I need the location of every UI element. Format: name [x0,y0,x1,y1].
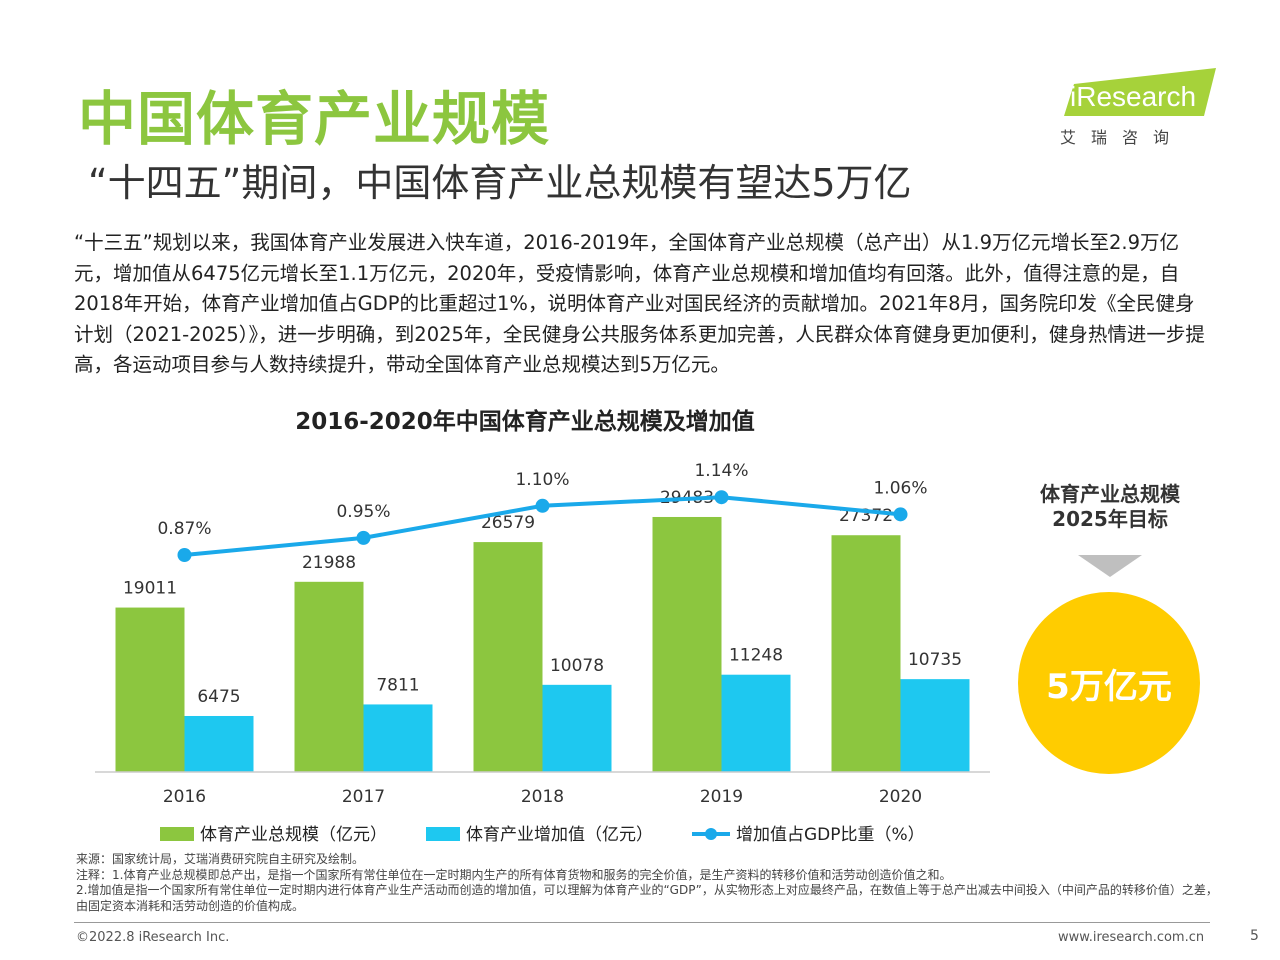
target-title: 体育产业总规模 2025年目标 [1010,482,1210,532]
legend-label-ratio: 增加值占GDP比重（%） [736,825,925,845]
down-arrow-icon [1078,555,1142,577]
bar-total-2019 [652,516,722,772]
bar-total-2016 [115,607,185,772]
page-title: 中国体育产业规模 [78,85,551,153]
x-tick-2018: 2018 [521,787,564,807]
bar-added-2016 [184,715,254,772]
x-tick-2019: 2019 [700,787,743,807]
chart-title: 2016-2020年中国体育产业总规模及增加值 [295,409,755,435]
label-total-2017: 21988 [302,553,356,573]
x-tick-2016: 2016 [163,787,206,807]
bar-total-2018 [473,542,543,772]
note-2: 2.增加值是指一个国家所有常住单位一定时期内进行体育产业生产活动而创造的增加值，… [76,883,1218,913]
bar-total-2017 [294,581,364,772]
target-title-line1: 体育产业总规模 [1040,482,1180,506]
footnotes: 来源：国家统计局，艾瑞消费研究院自主研究及绘制。 注释：1.体育产业总规模即总产… [76,852,1226,914]
gdp-ratio-label-2020: 1.06% [873,478,927,498]
label-total-2018: 26579 [481,513,535,533]
logo-shape [1064,68,1216,116]
target-value: 5万亿元 [1046,666,1172,707]
bar-added-2020 [900,679,970,772]
target-circle: 5万亿元 [1018,592,1200,774]
page-subtitle: “十四五”期间，中国体育产业总规模有望达5万亿 [88,161,912,205]
label-added-2016: 6475 [197,687,240,707]
logo-cn-text: 艾瑞咨询 [1060,128,1185,147]
gdp-ratio-label-2016: 0.87% [157,519,211,539]
gdp-ratio-point-2018 [535,498,550,513]
logo-text: iResearch [1070,81,1196,112]
x-tick-2017: 2017 [342,787,385,807]
website-link[interactable]: www.iresearch.com.cn [1058,930,1205,945]
legend-label-total: 体育产业总规模（亿元） [200,825,387,845]
label-added-2020: 10735 [908,650,962,670]
source-note: 来源：国家统计局，艾瑞消费研究院自主研究及绘制。 [76,852,365,866]
gdp-ratio-point-2017 [356,530,371,545]
label-total-2016: 19011 [123,579,177,599]
gdp-ratio-label-2018: 1.10% [515,470,569,490]
bar-total-2020 [831,535,901,772]
page-number: 5 [1250,928,1259,944]
copyright: ©2022.8 iResearch Inc. [76,930,230,945]
gdp-ratio-label-2019: 1.14% [694,461,748,481]
legend-label-added: 体育产业增加值（亿元） [466,825,653,845]
label-added-2019: 11248 [729,646,783,666]
gdp-ratio-point-2019 [714,490,729,505]
legend-marker-ratio [705,828,717,840]
gdp-ratio-point-2016 [177,548,192,562]
x-tick-2020: 2020 [879,787,922,807]
footer-divider [74,922,1210,923]
target-title-line2: 2025年目标 [1052,507,1168,531]
note-1: 注释：1.体育产业总规模即总产出，是指一个国家所有常住单位在一定时期内生产的所有… [76,867,952,882]
legend-swatch-total [160,827,194,841]
iresearch-logo: iResearch [1056,66,1226,146]
body-paragraph: “十三五”规划以来，我国体育产业发展进入快车道，2016-2019年，全国体育产… [74,231,1205,376]
bar-added-2018 [542,684,612,772]
gdp-ratio-label-2017: 0.95% [336,502,390,522]
bar-line-chart: 1901164752198878112657910078294831124827… [95,461,990,845]
bar-added-2019 [721,674,791,772]
gdp-ratio-point-2020 [893,507,908,522]
label-added-2018: 10078 [550,656,604,676]
label-added-2017: 7811 [376,675,419,695]
legend-swatch-added [426,827,460,841]
bar-added-2017 [363,704,433,772]
